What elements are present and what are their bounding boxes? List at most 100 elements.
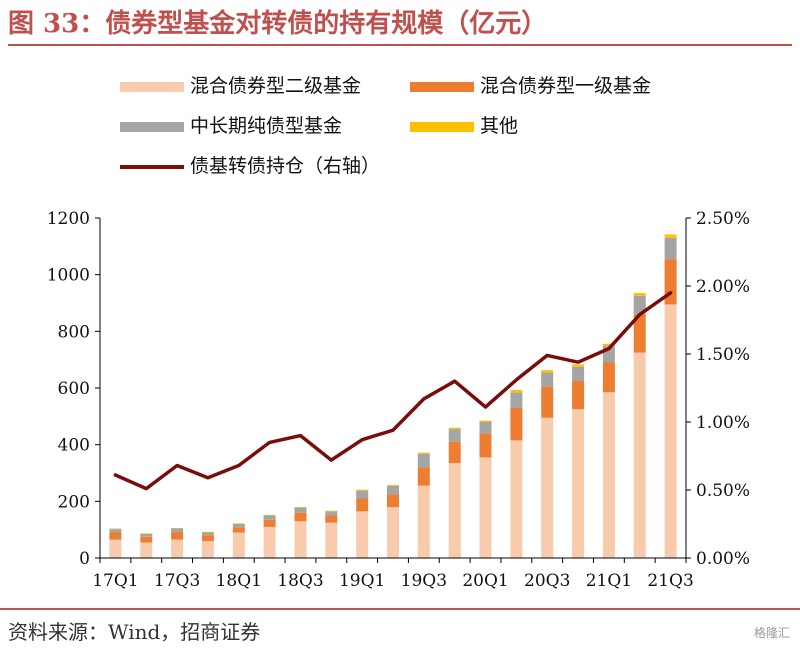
line-point-19Q1 bbox=[361, 438, 364, 441]
line-point-17Q1 bbox=[114, 473, 117, 477]
line-point-18Q3 bbox=[299, 434, 302, 437]
line-point-17Q2 bbox=[145, 487, 148, 490]
left-tick-label-200: 200 bbox=[58, 492, 90, 512]
bar-mixed_bond_2-17Q1 bbox=[109, 539, 122, 558]
bar-layer bbox=[109, 234, 677, 559]
bar-mixed_bond_2-21Q3 bbox=[664, 304, 677, 558]
bar-mid_long_pure-17Q2 bbox=[140, 533, 153, 537]
line-point-18Q1 bbox=[237, 464, 240, 467]
bar-other-21Q1 bbox=[602, 343, 615, 347]
bar-mixed_bond_2-19Q4 bbox=[448, 463, 461, 558]
x-tick-label-18Q3: 18Q3 bbox=[277, 571, 323, 591]
bar-other-19Q1 bbox=[356, 489, 369, 491]
line-point-17Q3 bbox=[175, 464, 179, 467]
bar-mixed_bond_1-17Q2 bbox=[140, 536, 153, 543]
bar-other-20Q3 bbox=[541, 370, 554, 373]
x-tick-label-21Q1: 21Q1 bbox=[586, 571, 632, 591]
bar-mixed_bond_1-19Q2 bbox=[387, 494, 399, 508]
line-point-21Q3 bbox=[669, 291, 672, 294]
bar-mixed_bond_2-21Q2 bbox=[633, 352, 646, 558]
bar-mixed_bond_2-20Q4 bbox=[572, 409, 585, 559]
bar-mid_long_pure-17Q1 bbox=[109, 529, 122, 533]
legend-item-ratio: 债基转债持仓（右轴） bbox=[120, 154, 380, 178]
legend-item-mid-long-pure: 中长期纯债型基金 bbox=[120, 114, 342, 138]
bar-mid_long_pure-20Q3 bbox=[541, 372, 554, 387]
x-tick-label-19Q3: 19Q3 bbox=[401, 571, 447, 591]
x-tick-label-19Q1: 19Q1 bbox=[339, 571, 385, 591]
bar-mixed_bond_1-17Q1 bbox=[109, 532, 122, 540]
bar-mid_long_pure-19Q1 bbox=[356, 490, 369, 499]
bar-mid_long_pure-17Q4 bbox=[201, 532, 214, 536]
bar-mixed_bond_2-17Q4 bbox=[201, 541, 214, 558]
bar-mixed_bond_2-18Q4 bbox=[325, 522, 338, 558]
bar-mid_long_pure-20Q4 bbox=[572, 366, 585, 381]
line-point-19Q4 bbox=[453, 380, 456, 383]
bar-mixed_bond_2-20Q3 bbox=[541, 417, 554, 559]
bar-other-20Q1 bbox=[479, 420, 492, 422]
bar-mixed_bond_1-19Q1 bbox=[356, 498, 369, 512]
bar-other-19Q4 bbox=[448, 427, 461, 430]
bar-other-17Q2 bbox=[140, 533, 153, 534]
bar-mixed_bond_2-18Q1 bbox=[232, 532, 245, 558]
legend-swatch-mixed-bond-1 bbox=[410, 81, 474, 92]
bar-mixed_bond_2-19Q2 bbox=[387, 507, 399, 558]
left-tick-label-400: 400 bbox=[58, 436, 90, 456]
right-tick-label-1.50%: 1.50% bbox=[696, 345, 750, 365]
x-tick-label-17Q3: 17Q3 bbox=[154, 571, 200, 591]
figure-title: 图 33：债券型基金对转债的持有规模（亿元） bbox=[8, 4, 792, 46]
bar-mixed_bond_2-18Q3 bbox=[294, 521, 307, 558]
left-tick-label-600: 600 bbox=[58, 379, 90, 399]
bar-mixed_bond_1-21Q1 bbox=[602, 362, 615, 393]
legend-label-mixed-bond-1: 混合债券型一级基金 bbox=[480, 75, 652, 97]
line-point-21Q2 bbox=[638, 313, 641, 316]
legend-label-mixed-bond-2: 混合债券型二级基金 bbox=[190, 75, 362, 97]
bar-other-17Q4 bbox=[201, 531, 214, 533]
bar-mid_long_pure-18Q2 bbox=[263, 515, 276, 520]
legend-label-mid-long-pure: 中长期纯债型基金 bbox=[190, 115, 343, 137]
left-tick-label-0: 0 bbox=[79, 549, 90, 569]
right-tick-label-0.50%: 0.50% bbox=[696, 481, 750, 501]
legend-item-other: 其他 bbox=[410, 114, 518, 138]
right-tick-label-0.00%: 0.00% bbox=[696, 549, 750, 569]
bar-other-18Q3 bbox=[294, 507, 307, 508]
bar-mixed_bond_1-20Q3 bbox=[541, 386, 554, 418]
right-tick-label-2.50%: 2.50% bbox=[696, 209, 750, 229]
x-tick-label-18Q1: 18Q1 bbox=[216, 571, 262, 591]
bar-mixed_bond_2-20Q2 bbox=[510, 440, 523, 558]
right-tick-label-2.00%: 2.00% bbox=[696, 277, 750, 297]
line-point-20Q1 bbox=[484, 405, 487, 409]
bar-mid_long_pure-20Q1 bbox=[479, 422, 492, 434]
legend-swatch-mixed-bond-2 bbox=[120, 81, 184, 92]
bar-mixed_bond_1-17Q4 bbox=[201, 535, 214, 541]
legend-swatch-mid-long-pure bbox=[120, 121, 184, 132]
bar-mixed_bond_2-18Q2 bbox=[263, 526, 276, 558]
left-tick-label-1000: 1000 bbox=[47, 266, 90, 286]
bar-mixed_bond_1-20Q2 bbox=[510, 407, 523, 441]
x-tick-label-20Q1: 20Q1 bbox=[462, 571, 508, 591]
bar-other-18Q1 bbox=[232, 523, 245, 524]
left-tick-label-800: 800 bbox=[58, 322, 90, 342]
bar-mixed_bond_1-18Q3 bbox=[294, 512, 307, 522]
footer-divider bbox=[0, 608, 800, 610]
bar-mixed_bond_2-19Q3 bbox=[417, 485, 430, 559]
bar-mid_long_pure-20Q2 bbox=[510, 392, 523, 408]
bar-mixed_bond_1-21Q2 bbox=[633, 314, 646, 353]
line-ratio bbox=[113, 291, 673, 491]
bar-mixed_bond_1-20Q1 bbox=[479, 433, 492, 458]
line-point-19Q2 bbox=[391, 429, 395, 432]
x-tick-label-20Q3: 20Q3 bbox=[524, 571, 570, 591]
bar-mixed_bond_1-18Q1 bbox=[232, 527, 245, 533]
line-point-18Q4 bbox=[330, 458, 333, 462]
bar-mid_long_pure-19Q4 bbox=[448, 429, 461, 442]
bar-other-21Q3 bbox=[664, 234, 677, 238]
x-tick-label-17Q1: 17Q1 bbox=[92, 571, 138, 591]
line-point-20Q3 bbox=[546, 354, 549, 357]
bar-mixed_bond_1-18Q4 bbox=[325, 515, 338, 523]
line-point-17Q4 bbox=[206, 476, 210, 479]
axes-layer: 0 200 400 600 800 1000 1200 0.00% 0.50% 1.00% 1.50… bbox=[47, 209, 750, 591]
bar-other-21Q2 bbox=[633, 293, 646, 296]
bar-other-20Q2 bbox=[510, 390, 523, 393]
bar-mixed_bond_2-17Q3 bbox=[171, 539, 184, 558]
legend-label-other: 其他 bbox=[480, 115, 519, 137]
